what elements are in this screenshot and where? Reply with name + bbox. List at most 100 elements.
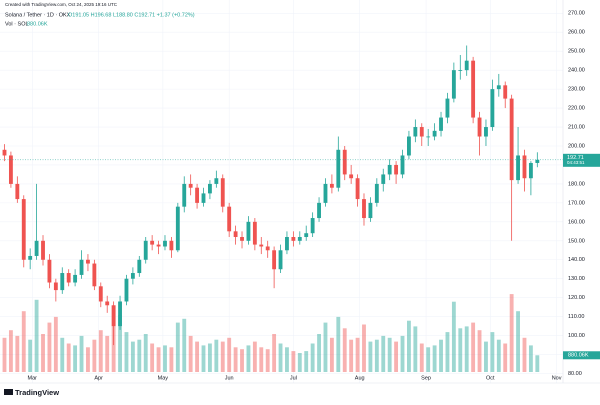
- candle-body: [374, 183, 379, 203]
- candle-body: [265, 246, 270, 251]
- candle-body: [60, 273, 65, 291]
- x-tick-label: Oct: [486, 375, 495, 381]
- candle-body: [471, 60, 476, 118]
- volume-bar: [464, 326, 469, 372]
- ohlc: O191.05 H196.68 L188.80 C192.71 +1.37 (+…: [68, 12, 195, 18]
- volume-bar: [169, 347, 174, 372]
- candle-body: [419, 127, 424, 137]
- volume-bar: [188, 335, 193, 372]
- volume-bar: [522, 337, 527, 372]
- candle-body: [111, 305, 116, 327]
- volume-bar: [362, 324, 366, 372]
- volume-bar: [349, 339, 354, 372]
- candle-body: [516, 155, 520, 181]
- candle-body: [329, 183, 334, 188]
- candle-body: [53, 282, 58, 291]
- volume-bar: [21, 311, 26, 372]
- volume-bar: [516, 311, 520, 372]
- candle-body: [413, 127, 418, 137]
- volume-bar: [98, 330, 103, 372]
- candle-body: [445, 98, 450, 118]
- x-tick-label: Sep: [421, 375, 431, 381]
- volume-bar: [329, 337, 334, 372]
- volume-bar: [265, 349, 270, 372]
- logo-icon: [4, 389, 13, 395]
- y-tick-label: 210.00: [568, 124, 585, 130]
- candle-body: [336, 149, 341, 188]
- y-tick-label: 220.00: [568, 106, 585, 112]
- candle-body: [143, 240, 148, 260]
- volume-title: Vol · SOL: [5, 21, 29, 27]
- volume-bar: [394, 341, 399, 372]
- volume-bar: [86, 347, 90, 372]
- volume-bar: [150, 343, 155, 372]
- candle-body: [535, 159, 540, 163]
- volume-bar: [182, 318, 187, 372]
- volume-bar: [439, 339, 443, 372]
- candle-body: [28, 255, 33, 260]
- candle-body: [400, 155, 405, 175]
- volume-bar: [2, 337, 7, 372]
- x-tick-label: Aug: [355, 375, 365, 381]
- volume-bar: [130, 341, 135, 372]
- candle-body: [34, 240, 39, 256]
- candle-body: [355, 178, 360, 200]
- volume-bar: [124, 332, 129, 372]
- candle-body: [201, 193, 206, 203]
- volume-bar: [317, 334, 321, 372]
- y-tick-label: 120.00: [568, 295, 585, 301]
- volume-bar: [195, 341, 200, 372]
- candle-body: [272, 250, 277, 270]
- volume-bar: [66, 343, 71, 372]
- candle-body: [156, 244, 161, 247]
- candle-body: [259, 244, 264, 247]
- volume-bar: [175, 322, 180, 372]
- volume-bar: [278, 343, 283, 372]
- candle-body: [163, 240, 167, 247]
- y-tick-label: 80.00: [568, 371, 582, 377]
- candle-body: [381, 174, 386, 184]
- candle-body: [182, 183, 187, 207]
- volume-bar: [105, 335, 110, 372]
- candle-body: [137, 259, 142, 274]
- candle-body: [310, 218, 315, 234]
- volume-tag: [563, 351, 600, 360]
- volume-bar: [15, 335, 20, 372]
- volume-bar: [227, 337, 232, 372]
- volume-bar: [28, 339, 33, 372]
- x-tick-label: Apr: [94, 375, 103, 381]
- volume-bar: [207, 343, 212, 372]
- volume-bar: [471, 322, 476, 372]
- candle-body: [503, 85, 508, 99]
- volume-bar: [484, 341, 488, 372]
- volume-bar: [413, 326, 418, 372]
- candle-body: [124, 278, 129, 302]
- volume-bar: [233, 347, 238, 372]
- volume-bar: [92, 339, 97, 372]
- volume-bar: [73, 345, 78, 372]
- candle-body: [432, 130, 437, 137]
- volume-bar: [137, 339, 142, 372]
- candle-body: [477, 117, 482, 137]
- candle-body: [368, 202, 373, 219]
- candle-body: [278, 250, 283, 270]
- volume-bar: [528, 345, 533, 372]
- candle-body: [86, 259, 90, 264]
- volume-bar: [143, 334, 148, 372]
- y-tick-label: 180.00: [568, 181, 585, 187]
- volume-value: 880.06K: [27, 21, 48, 27]
- volume-bar: [259, 347, 264, 372]
- logo-text: TradingView: [15, 388, 59, 397]
- volume-bar: [503, 343, 508, 372]
- volume-bar: [336, 316, 341, 372]
- volume-bar: [41, 334, 45, 372]
- candle-body: [317, 202, 321, 219]
- y-tick-label: 260.00: [568, 30, 585, 36]
- countdown: 04:43:51: [567, 160, 585, 165]
- candle-body: [150, 240, 155, 245]
- candle-body: [79, 259, 84, 275]
- candle-body: [464, 60, 469, 71]
- volume-bar: [118, 315, 122, 372]
- candle-body: [220, 178, 225, 207]
